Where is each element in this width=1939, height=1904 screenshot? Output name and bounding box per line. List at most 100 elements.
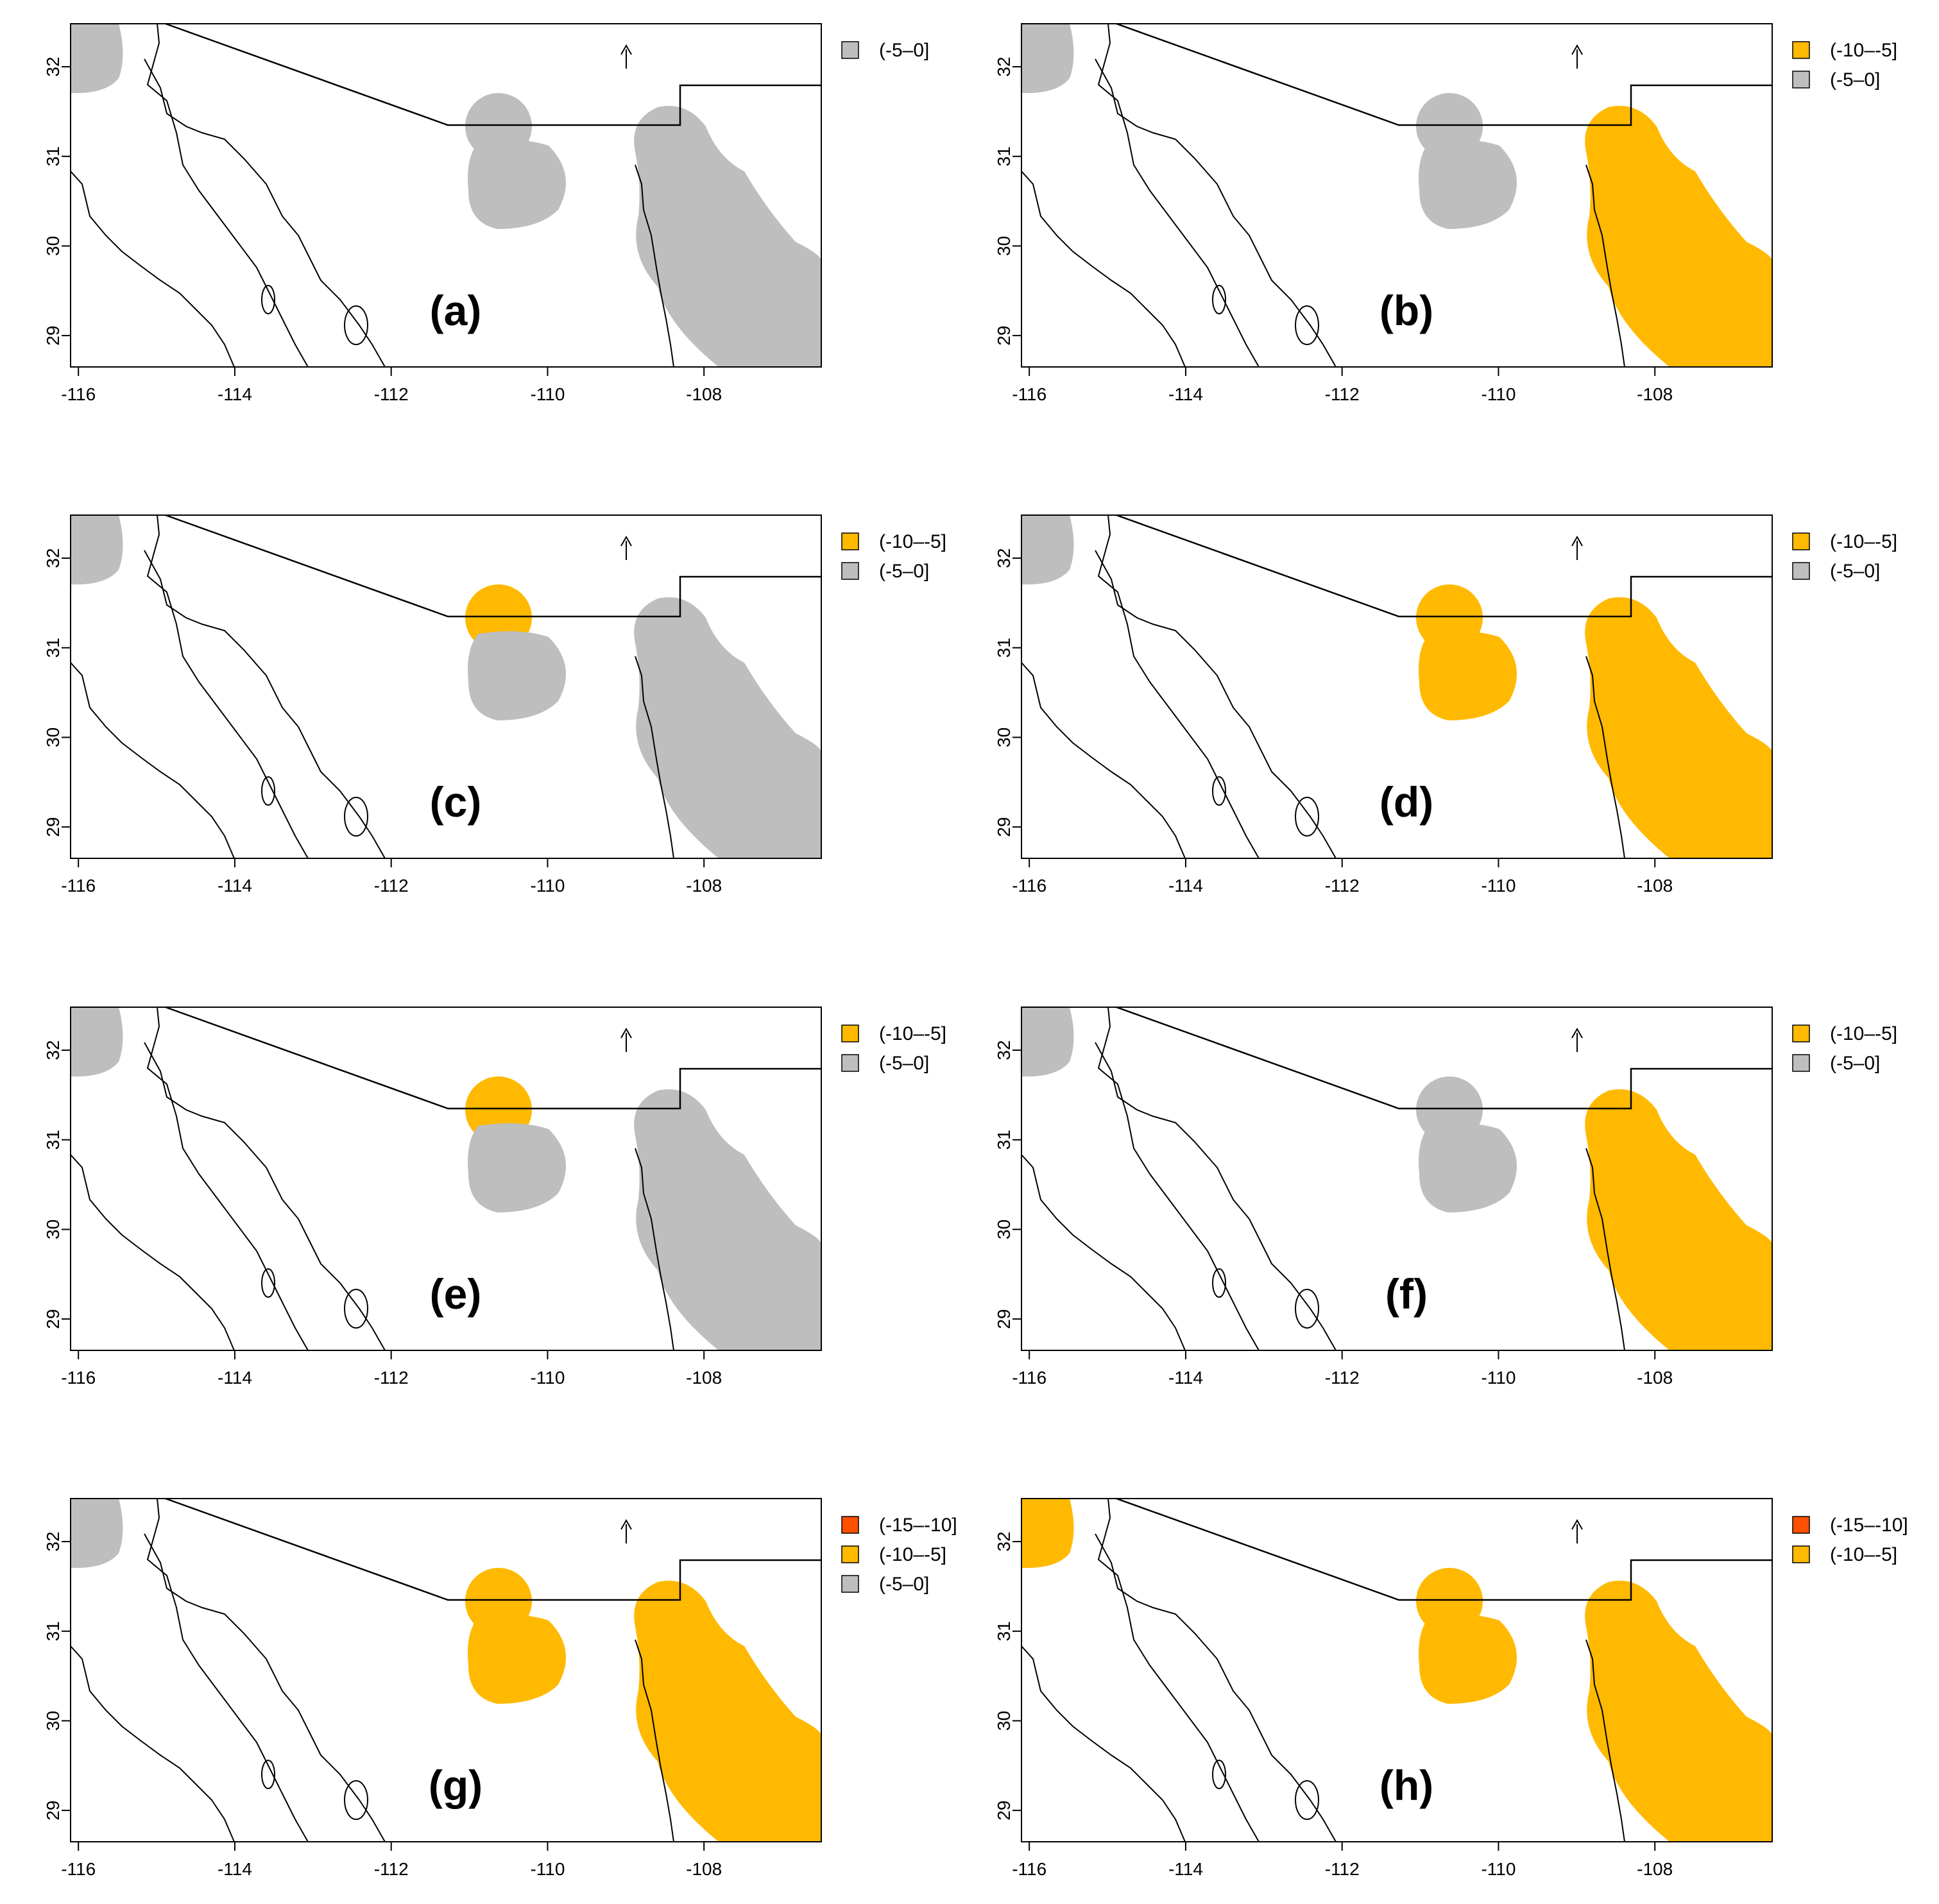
panel-label-a: (a) <box>430 287 482 334</box>
coastline-pacific <box>70 1154 235 1351</box>
coastline-pacific <box>70 1645 235 1842</box>
island <box>1295 1289 1319 1329</box>
island <box>261 285 275 314</box>
legend-label: (-5–0] <box>1830 1053 1880 1074</box>
island <box>344 305 368 345</box>
x-tick-label: -110 <box>1481 384 1516 404</box>
north-arrow-head-icon <box>620 44 632 55</box>
map-panel-b: (b)-116 -114 -112 -110 -10829303132(-10–-5](… <box>994 22 1897 404</box>
x-tick-label: -116 <box>61 876 96 896</box>
y-tick-label: 29 <box>994 817 1014 837</box>
region-east <box>1585 1581 1772 1842</box>
island <box>1212 1268 1226 1298</box>
y-tick-label: 30 <box>994 1711 1014 1731</box>
coastline-gulf <box>144 550 386 859</box>
legend-label: (-10–-5] <box>1830 531 1897 552</box>
x-tick-label: -116 <box>1012 1368 1046 1388</box>
x-tick-label: -108 <box>1637 1368 1673 1388</box>
state-boundary <box>635 1148 674 1351</box>
state-boundary <box>1585 164 1625 368</box>
island <box>261 776 275 806</box>
y-tick-label: 32 <box>43 1531 63 1551</box>
map-frame <box>1021 23 1773 368</box>
coastline-gulf <box>1095 58 1337 368</box>
map-frame <box>1021 1498 1773 1842</box>
state-boundary <box>1585 1639 1625 1842</box>
legend-swatch <box>1792 1516 1810 1534</box>
legend-h: (-15–-10] (-10–-5] <box>1792 1515 1908 1565</box>
coastline-baja <box>146 23 309 368</box>
y-tick-label: 32 <box>43 1040 63 1060</box>
x-tick-label: -108 <box>686 876 722 896</box>
y-tick-label: 31 <box>994 638 1014 658</box>
x-tick-label: -110 <box>1481 1368 1516 1388</box>
north-arrow-head-icon <box>1571 535 1583 547</box>
region-nw-blob <box>1021 24 1074 94</box>
region-center-lower <box>468 1123 566 1212</box>
international-border <box>1116 1497 1772 1601</box>
legend-label: (-10–-5] <box>1830 1544 1897 1565</box>
legend-f: (-10–-5] (-5–0] <box>1792 1023 1897 1074</box>
legend-label: (-5–0] <box>1830 69 1880 90</box>
region-east <box>634 106 821 367</box>
coastline-gulf <box>1095 1042 1337 1351</box>
region-center-lower <box>468 631 566 720</box>
y-tick-label: 29 <box>994 1801 1014 1821</box>
legend-label: (-5–0] <box>879 40 929 61</box>
coastline-pacific <box>1021 1645 1186 1842</box>
legend-c: (-10–-5] (-5–0] <box>841 531 946 582</box>
coastline-gulf <box>1095 550 1337 859</box>
coastline-gulf <box>144 1533 386 1842</box>
x-tick-label: -114 <box>218 384 252 404</box>
legend-swatch <box>1792 41 1810 59</box>
map-panel-e: (e)-116 -114 -112 -110 -10829303132(-10–-5](… <box>43 1006 946 1388</box>
legend-a: (-5–0] <box>841 40 929 61</box>
region-east <box>1585 1089 1772 1350</box>
panel-label-b: (b) <box>1380 287 1433 334</box>
legend-label: (-10–-5] <box>1830 1023 1897 1044</box>
y-tick-label: 30 <box>994 236 1014 256</box>
region-nw-blob <box>1021 515 1074 585</box>
y-tick-label: 32 <box>43 56 63 76</box>
legend-label: (-10–-5] <box>879 1544 946 1565</box>
legend-swatch <box>841 1516 859 1534</box>
y-tick-label: 31 <box>43 146 63 166</box>
x-tick-label: -116 <box>61 1368 96 1388</box>
x-tick-label: -110 <box>530 1859 565 1879</box>
legend-swatch <box>841 41 859 59</box>
coastline-pacific <box>70 171 235 368</box>
international-border <box>165 22 821 126</box>
region-east <box>1585 106 1772 367</box>
legend-label: (-5–0] <box>879 1574 929 1595</box>
y-tick-label: 30 <box>994 1220 1014 1239</box>
x-tick-label: -108 <box>1637 384 1673 404</box>
y-tick-label: 32 <box>43 548 63 568</box>
map-frame <box>1021 514 1773 859</box>
island <box>1212 776 1226 806</box>
region-east <box>634 1089 821 1350</box>
panel-label-d: (d) <box>1380 778 1433 826</box>
coastline-gulf <box>144 58 386 368</box>
x-tick-label: -112 <box>1325 1368 1360 1388</box>
y-tick-label: 30 <box>43 727 63 747</box>
legend-swatch <box>1792 1024 1810 1042</box>
panel-label-f: (f) <box>1385 1270 1428 1318</box>
coastline-gulf <box>1095 1533 1337 1842</box>
map-panel-f: (f)-116 -114 -112 -110 -10829303132(-10–-5](… <box>994 1006 1897 1388</box>
state-boundary <box>635 1639 674 1842</box>
x-tick-label: -114 <box>218 1859 252 1879</box>
y-tick-label: 29 <box>43 1309 63 1329</box>
legend-swatch <box>1792 71 1810 89</box>
x-tick-label: -110 <box>1481 876 1516 896</box>
international-border <box>1116 514 1772 618</box>
region-center-lower <box>1419 1615 1517 1704</box>
north-arrow-head-icon <box>620 1027 632 1039</box>
y-tick-label: 29 <box>994 326 1014 346</box>
x-tick-label: -116 <box>1012 384 1046 404</box>
legend-label: (-10–-5] <box>879 1023 946 1044</box>
legend-swatch <box>841 532 859 550</box>
coastline-baja <box>1097 23 1260 368</box>
y-tick-label: 32 <box>994 56 1014 76</box>
x-tick-label: -112 <box>1325 1859 1360 1879</box>
